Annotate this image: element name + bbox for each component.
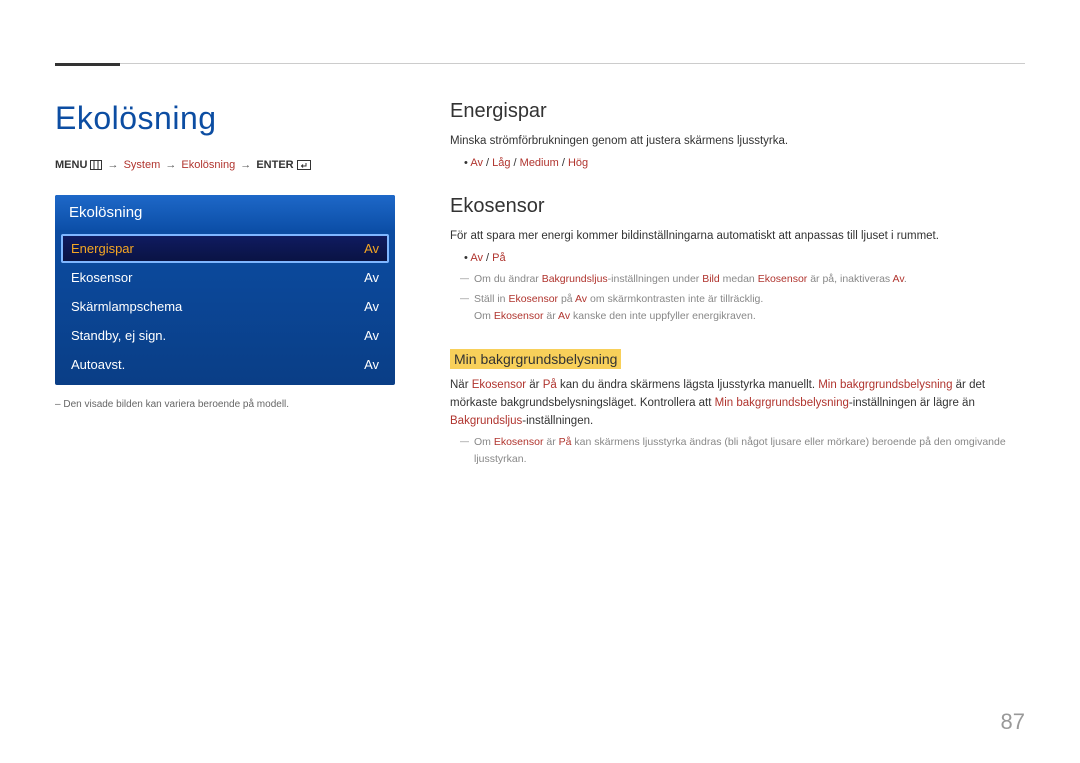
note-kw: Bild: [702, 273, 720, 285]
menu-row-label: Skärmlampschema: [71, 299, 182, 314]
left-column: Ekolösning MENU → System → Ekolösning → …: [55, 100, 395, 472]
section-ekosensor-title: Ekosensor: [450, 195, 1025, 218]
opt-sep: /: [510, 157, 519, 169]
osd-menu-title: Ekolösning: [55, 195, 395, 230]
ekosensor-note-2: Ställ in Ekosensor på Av om skärmkontras…: [464, 291, 1025, 325]
note-kw: Ekosensor: [494, 310, 544, 322]
opt-av: Av: [470, 157, 483, 169]
p-text: kan du ändra skärmens lägsta ljusstyrka …: [557, 379, 818, 391]
note-text: -inställningen under: [608, 273, 703, 285]
note-text: är på, inaktiveras: [807, 273, 892, 285]
note-text: .: [904, 273, 907, 285]
note-kw: På: [559, 436, 572, 448]
top-rule-accent: [55, 63, 120, 66]
arrow-icon: →: [240, 159, 251, 171]
sub-min-bakgrund-desc: När Ekosensor är På kan du ändra skärmen…: [450, 377, 1025, 430]
menu-row-energispar[interactable]: Energispar Av: [61, 234, 389, 263]
note-text: är: [543, 310, 558, 322]
breadcrumb-eco: Ekolösning: [181, 159, 235, 171]
menu-row-value: Av: [364, 241, 379, 256]
section-energispar-title: Energispar: [450, 100, 1025, 123]
note-kw: Ekosensor: [758, 273, 808, 285]
breadcrumb-enter: ENTER: [256, 159, 293, 171]
page-title: Ekolösning: [55, 100, 395, 137]
p-text: När: [450, 379, 472, 391]
note-kw: Bakgrundsljus: [542, 273, 608, 285]
note-text: Om: [474, 310, 494, 322]
opt-sep: /: [559, 157, 568, 169]
menu-icon: [90, 160, 102, 173]
menu-row-value: Av: [364, 357, 379, 372]
p-kw: Min bakgrgrundsbelysning: [715, 397, 849, 409]
breadcrumb-menu: MENU: [55, 159, 87, 171]
opt-av: Av: [470, 252, 483, 264]
arrow-icon: →: [108, 159, 119, 171]
p-text: -inställningen.: [522, 415, 593, 427]
p-kw: Bakgrundsljus: [450, 415, 522, 427]
opt-pa: På: [492, 252, 505, 264]
energispar-options: Av / Låg / Medium / Hög: [464, 155, 1025, 172]
note-kw: Ekosensor: [494, 436, 544, 448]
note-text: Om: [474, 436, 494, 448]
p-kw: Ekosensor: [472, 379, 526, 391]
breadcrumb: MENU → System → Ekolösning → ENTER: [55, 159, 395, 173]
image-caption: Den visade bilden kan variera beroende p…: [55, 399, 395, 410]
osd-menu: Ekolösning Energispar Av Ekosensor Av Sk…: [55, 195, 395, 385]
opt-lag: Låg: [492, 157, 510, 169]
p-text: är: [526, 379, 543, 391]
menu-row-ekosensor[interactable]: Ekosensor Av: [61, 263, 389, 292]
note-text: Om du ändrar: [474, 273, 542, 285]
sub-min-bakgrund-note: Om Ekosensor är På kan skärmens ljusstyr…: [464, 434, 1025, 468]
menu-row-skarmlamp[interactable]: Skärmlampschema Av: [61, 292, 389, 321]
menu-row-label: Energispar: [71, 241, 134, 256]
menu-row-autoavst[interactable]: Autoavst. Av: [61, 350, 389, 379]
opt-sep: /: [483, 252, 492, 264]
menu-row-label: Autoavst.: [71, 357, 125, 372]
note-text: om skärmkontrasten inte är tillräcklig.: [587, 293, 763, 305]
menu-row-value: Av: [364, 270, 379, 285]
top-rule: [55, 63, 1025, 64]
note-text: är: [543, 436, 558, 448]
page-content: Ekolösning MENU → System → Ekolösning → …: [55, 100, 1025, 472]
p-text: -inställningen är lägre än: [849, 397, 975, 409]
osd-menu-list: Energispar Av Ekosensor Av Skärmlampsche…: [55, 230, 395, 385]
page-number: 87: [1001, 709, 1025, 735]
ekosensor-note-1: Om du ändrar Bakgrundsljus-inställningen…: [464, 271, 1025, 288]
note-text: medan: [720, 273, 758, 285]
note-text: på: [558, 293, 575, 305]
breadcrumb-system: System: [124, 159, 161, 171]
note-kw: Ekosensor: [508, 293, 558, 305]
p-kw: Min bakgrgrundsbelysning: [818, 379, 952, 391]
note-text: Ställ in: [474, 293, 508, 305]
menu-row-label: Standby, ej sign.: [71, 328, 166, 343]
note-kw: Av: [558, 310, 570, 322]
note-kw: Av: [575, 293, 587, 305]
section-energispar-desc: Minska strömförbrukningen genom att just…: [450, 133, 1025, 151]
menu-row-label: Ekosensor: [71, 270, 132, 285]
sub-min-bakgrund-title: Min bakgrgrundsbelysning: [450, 349, 621, 369]
note-kw: Av: [893, 273, 904, 285]
menu-row-value: Av: [364, 328, 379, 343]
p-kw: På: [543, 379, 557, 391]
section-ekosensor-desc: För att spara mer energi kommer bildinst…: [450, 228, 1025, 246]
enter-icon: [297, 160, 311, 173]
note-text: kanske den inte uppfyller energikraven.: [570, 310, 756, 322]
ekosensor-options: Av / På: [464, 250, 1025, 267]
menu-row-standby[interactable]: Standby, ej sign. Av: [61, 321, 389, 350]
menu-row-value: Av: [364, 299, 379, 314]
arrow-icon: →: [165, 159, 176, 171]
opt-medium: Medium: [520, 157, 559, 169]
opt-sep: /: [483, 157, 492, 169]
opt-hog: Hög: [568, 157, 588, 169]
right-column: Energispar Minska strömförbrukningen gen…: [450, 100, 1025, 472]
